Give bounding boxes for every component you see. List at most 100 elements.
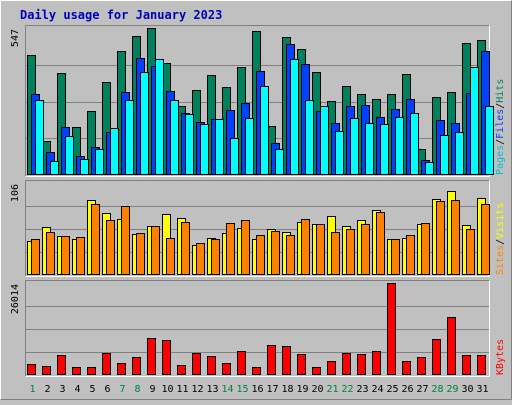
x-tick-label-20: 20 (311, 384, 323, 395)
bar-kbytes-day-30 (463, 356, 471, 375)
bar-pages-day-21 (336, 132, 344, 175)
bar-kbytes-day-23 (358, 355, 366, 375)
bar-pages-day-11 (186, 115, 194, 175)
bar-kbytes-day-15 (238, 352, 246, 375)
bar-kbytes-day-11 (178, 366, 186, 375)
bar-kbytes-day-5 (88, 368, 96, 375)
x-tick-label-16: 16 (251, 384, 263, 395)
bar-sites-day-4 (77, 238, 85, 275)
x-tick-label-4: 4 (74, 384, 80, 395)
bar-pages-day-27 (426, 163, 434, 175)
bar-sites-day-15 (242, 221, 250, 275)
bar-sites-day-9 (152, 227, 160, 275)
x-tick-label-17: 17 (266, 384, 278, 395)
bar-pages-day-2 (51, 162, 59, 175)
bar-pages-day-4 (81, 160, 89, 175)
bar-kbytes-day-14 (223, 364, 231, 375)
bar-kbytes-day-21 (328, 362, 336, 375)
bar-sites-day-11 (182, 223, 190, 275)
bar-kbytes-day-18 (283, 347, 291, 375)
bar-pages-day-20 (321, 107, 329, 175)
bar-kbytes-day-29 (448, 318, 456, 375)
bar-kbytes-day-24 (373, 352, 381, 375)
bar-pages-day-10 (171, 101, 179, 175)
panel-kbytes: 26014KBytes (10, 280, 506, 377)
bar-sites-day-29 (452, 201, 460, 275)
bar-kbytes-day-26 (403, 362, 411, 375)
bar-sites-day-5 (92, 205, 100, 275)
x-tick-label-31: 31 (476, 384, 488, 395)
bar-sites-day-30 (467, 230, 475, 275)
bar-sites-day-24 (377, 213, 385, 275)
bar-pages-day-19 (306, 101, 314, 175)
x-tick-label-21: 21 (326, 384, 338, 395)
x-tick-label-18: 18 (281, 384, 293, 395)
bar-pages-day-8 (141, 73, 149, 175)
x-tick-label-27: 27 (416, 384, 428, 395)
bar-pages-day-3 (66, 137, 74, 175)
x-tick-label-14: 14 (221, 384, 233, 395)
legend-files: Files (495, 109, 506, 139)
bar-pages-day-23 (366, 124, 374, 175)
legend-kbytes: KBytes (495, 339, 506, 375)
bar-sites-day-3 (62, 237, 70, 275)
legend-hits-files-pages: Pages/Files/Hits (495, 79, 506, 175)
legend-visits-sites: Sites/Visits (495, 203, 506, 275)
bar-sites-day-18 (287, 236, 295, 275)
bar-sites-day-23 (362, 225, 370, 275)
bar-kbytes-day-20 (313, 368, 321, 375)
bar-kbytes-day-2 (43, 367, 51, 375)
bar-kbytes-day-8 (133, 358, 141, 375)
bar-pages-day-24 (381, 125, 389, 175)
legend-visits: Visits (495, 203, 506, 239)
bar-sites-day-6 (107, 221, 115, 275)
bar-pages-day-9 (156, 60, 164, 175)
x-tick-label-8: 8 (134, 384, 140, 395)
legend-sites: Sites (495, 245, 506, 275)
chart-panels: 547Pages/Files/Hits106Sites/Visits26014K… (10, 25, 506, 377)
bar-sites-day-25 (392, 240, 400, 275)
bar-kbytes-day-13 (208, 357, 216, 375)
bar-sites-day-1 (32, 240, 40, 275)
x-tick-label-28: 28 (431, 384, 443, 395)
x-tick-label-2: 2 (44, 384, 50, 395)
bar-kbytes-day-28 (433, 340, 441, 375)
bar-pages-day-31 (486, 107, 494, 175)
bar-sites-day-10 (167, 239, 175, 275)
bar-sites-day-19 (302, 220, 310, 275)
bar-sites-day-22 (347, 230, 355, 275)
chart-title: Daily usage for January 2023 (20, 8, 222, 22)
bar-kbytes-day-16 (253, 368, 261, 375)
bar-pages-day-17 (276, 150, 284, 175)
bar-pages-day-14 (231, 139, 239, 175)
bar-pages-day-13 (216, 120, 224, 175)
bar-sites-day-31 (482, 205, 490, 275)
bar-sites-day-13 (212, 240, 220, 275)
bar-sites-day-27 (422, 224, 430, 275)
bar-kbytes-day-27 (418, 358, 426, 375)
x-tick-label-3: 3 (59, 384, 65, 395)
bar-pages-day-22 (351, 119, 359, 175)
bar-sites-day-14 (227, 224, 235, 275)
x-tick-label-12: 12 (191, 384, 203, 395)
bar-kbytes-day-19 (298, 355, 306, 375)
bar-pages-day-1 (36, 101, 44, 175)
bar-pages-day-30 (471, 68, 479, 175)
bar-kbytes-day-9 (148, 339, 156, 375)
x-tick-label-15: 15 (236, 384, 248, 395)
bar-sites-day-20 (317, 225, 325, 275)
x-tick-label-9: 9 (149, 384, 155, 395)
bar-kbytes-day-10 (163, 341, 171, 375)
bar-sites-day-7 (122, 207, 130, 275)
bar-pages-day-6 (111, 129, 119, 175)
legend-pages: Pages (495, 145, 506, 175)
bar-pages-day-25 (396, 118, 404, 175)
x-tick-label-1: 1 (29, 384, 35, 395)
x-tick-label-6: 6 (104, 384, 110, 395)
bar-pages-day-12 (201, 125, 209, 175)
x-tick-label-10: 10 (161, 384, 173, 395)
bar-kbytes-day-22 (343, 354, 351, 375)
bar-pages-day-5 (96, 150, 104, 175)
